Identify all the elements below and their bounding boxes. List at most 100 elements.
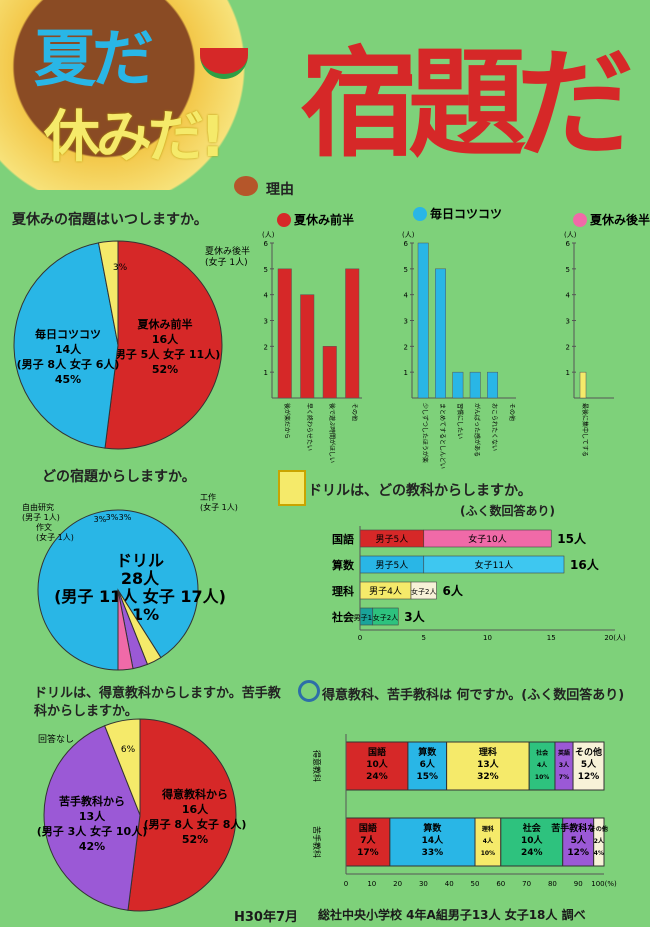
which-label-research: 自由研究 <box>22 502 54 512</box>
when-label-2: 3% <box>113 263 128 273</box>
reason-first-half-ytick-4: 4 <box>264 292 269 300</box>
reason-everyday-cat-1: まとめてするとしんどい <box>439 403 447 469</box>
reason-everyday-cat-2: 習慣にしたい <box>456 403 464 439</box>
drill-total-1: 16人 <box>570 557 600 572</box>
subj-seg-text-1-4-0: 苦手教科なし <box>551 822 605 834</box>
reason-second-half-ytick-3: 3 <box>566 318 570 326</box>
subj-seg-1-5 <box>593 817 605 867</box>
question-strong-weak: ドリルは、得意教科からしますか。苦手教科からしますか。 <box>34 686 281 719</box>
when-label-0-3: 52% <box>152 363 178 376</box>
drill-cat-0: 国語 <box>332 532 354 546</box>
reason-everyday-bar-0 <box>417 242 429 399</box>
drill-bar-0-1 <box>423 529 552 548</box>
drill-bar-label-3-1: 女子2人 <box>373 613 398 622</box>
which-label-1: 3% <box>119 513 132 522</box>
strong-weak-label-1-0: 苦手教科から <box>59 794 125 808</box>
subj-seg-text-0-3-0: 社会 <box>535 749 549 757</box>
subj-xtick-1: 10 <box>367 880 376 888</box>
reason-everyday-ytick-4: 4 <box>404 292 409 300</box>
strong-weak-outer-label: 回答なし <box>38 733 74 745</box>
subj-row-label-0: 得意教科 <box>312 750 322 782</box>
subj-seg-text-0-1-1: 6人 <box>420 758 436 770</box>
reason-first-half-title-icon <box>277 213 291 227</box>
subj-xtick-2: 20 <box>393 880 402 888</box>
reason-everyday-ytick-6: 6 <box>404 240 409 248</box>
reason-first-half-ytick-6: 6 <box>264 240 269 248</box>
subj-seg-text-0-0-1: 10人 <box>366 758 389 770</box>
reason-first-half-cat-3: その他 <box>350 403 358 421</box>
subj-seg-text-0-2-0: 理科 <box>479 746 497 758</box>
reason-second-half-cat-0: 最後に集中してする <box>581 403 589 457</box>
subj-seg-text-1-0-0: 国語 <box>359 822 377 834</box>
which-label-essay: 作文 <box>36 522 52 532</box>
subj-seg-text-0-1-0: 算数 <box>418 746 437 758</box>
strong-weak-label-0-2: (男子 8人 女子 8人) <box>144 817 247 831</box>
reason-everyday-title: 毎日コツコツ <box>430 206 502 221</box>
strong-weak-label-0-1: 16人 <box>182 802 209 816</box>
reason-first-half-bar-1 <box>300 294 315 399</box>
strong-weak-label-0-0: 得意教科から <box>161 787 228 801</box>
reason-first-half-ytick-3: 3 <box>264 318 268 326</box>
reason-second-half-ytick-4: 4 <box>566 292 571 300</box>
reason-first-half-cat-2: 後で遊ぶ時間がほしい <box>328 403 336 463</box>
title-main: 宿題だ <box>300 35 634 173</box>
subj-seg-text-1-4-1: 5人 <box>571 834 587 846</box>
drill-xtick-1: 5 <box>422 634 426 642</box>
strong-weak-label-1-1: 13人 <box>79 809 106 823</box>
which-detail-craft: (女子 1人) <box>200 502 238 512</box>
when-label-1-3: 45% <box>55 373 81 386</box>
drill-xtick-0: 0 <box>358 634 362 642</box>
subj-seg-text-1-0-2: 17% <box>357 848 379 858</box>
subj-seg-text-0-3-1: 4人 <box>537 761 548 769</box>
subj-xtick-9: 90 <box>574 880 583 888</box>
subj-seg-text-0-5-1: 5人 <box>581 758 597 770</box>
subj-seg-text-0-3-2: 10% <box>535 774 549 781</box>
magnifier-icon <box>298 680 320 702</box>
drill-cat-3: 社会 <box>331 610 355 624</box>
reason-everyday-ytick-1: 1 <box>404 369 408 377</box>
question-drill-subject-note: (ふく数回答あり) <box>460 504 555 518</box>
drill-bar-label-0-0: 男子5人 <box>376 534 409 545</box>
which-label-0-0: ドリル <box>116 551 164 570</box>
reason-everyday-cat-0: 少しずつしたほうが楽 <box>421 403 429 463</box>
reason-everyday-bar-4 <box>487 371 498 399</box>
when-label-1-0: 毎日コツコツ <box>35 327 101 341</box>
when-label-0-2: (男子 5人 女子 11人) <box>110 347 221 361</box>
subj-seg-text-1-1-2: 33% <box>422 848 444 858</box>
reason-first-half-ytick-2: 2 <box>264 343 268 351</box>
reason-everyday-ytick-5: 5 <box>404 266 408 274</box>
drill-bar-1-1 <box>423 555 565 574</box>
reason-second-half-ytick-6: 6 <box>566 240 571 248</box>
drill-total-0: 15人 <box>557 531 587 546</box>
which-label-2: 3% <box>106 513 119 522</box>
question-which: どの宿題からしますか。 <box>42 469 196 485</box>
drill-total-3: 3人 <box>404 609 425 624</box>
drill-bar-label-0-1: 女子10人 <box>468 533 506 545</box>
strong-weak-slice-0 <box>127 718 237 912</box>
subj-seg-1-1 <box>389 817 476 867</box>
when-outer-detail: (女子 1人) <box>205 256 248 268</box>
which-label-3: 3% <box>94 515 107 524</box>
which-label-craft: 工作 <box>200 492 216 502</box>
when-slice-2 <box>97 240 119 346</box>
drill-bar-2-1 <box>410 581 437 600</box>
subj-seg-text-0-5-2: 12% <box>578 772 600 782</box>
subj-seg-0-5 <box>572 741 605 791</box>
subj-seg-text-0-4-1: 3人 <box>559 761 570 769</box>
question-drill-subject: ドリルは、どの教科からしますか。 <box>308 483 532 499</box>
drill-bar-3-1 <box>372 607 399 626</box>
title-bottom: 休みだ! <box>44 105 226 170</box>
beetle-icon <box>234 176 258 196</box>
subj-seg-text-1-3-1: 10人 <box>521 834 544 846</box>
subj-seg-text-0-2-2: 32% <box>477 772 499 782</box>
drill-total-2: 6人 <box>443 583 464 598</box>
subj-seg-1-3 <box>500 817 564 867</box>
footer-date: H30年7月 <box>234 910 299 925</box>
when-slice-1 <box>13 242 119 449</box>
subj-seg-text-0-4-0: 英語 <box>557 749 570 757</box>
subj-seg-text-1-4-2: 12% <box>567 848 589 858</box>
which-detail-essay: (女子 1人) <box>36 532 74 542</box>
subj-seg-text-1-1-1: 14人 <box>422 834 445 846</box>
which-slice-3 <box>117 589 134 671</box>
when-label-1-2: (男子 8人 女子 6人) <box>17 357 120 371</box>
